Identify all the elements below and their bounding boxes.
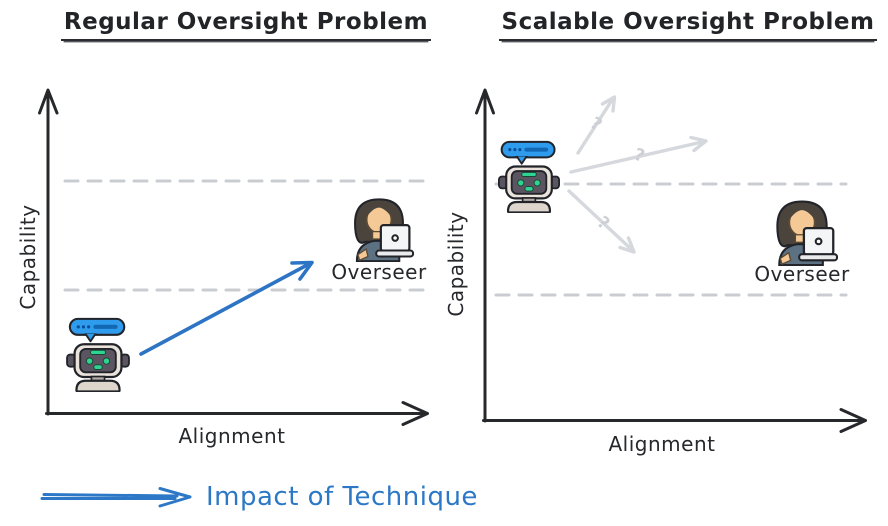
left-panel-title-text: Regular Oversight Problem bbox=[60, 9, 432, 41]
uncertain-arrow-up bbox=[576, 95, 617, 155]
left-threshold-lines bbox=[63, 179, 430, 292]
left-x-axis bbox=[45, 401, 429, 426]
left-overseer-human-icon bbox=[344, 192, 414, 262]
speech-bubble-icon bbox=[500, 140, 556, 165]
right-panel-title: Scalable Oversight Problem bbox=[490, 9, 886, 41]
left-overseer-label: Overseer bbox=[331, 260, 427, 284]
speech-bubble-icon bbox=[68, 317, 126, 343]
uncertain-arrow-down-head-icon bbox=[618, 236, 636, 254]
laptop-icon bbox=[375, 224, 414, 258]
left-panel-title: Regular Oversight Problem bbox=[48, 9, 444, 41]
left-x-axis-arrowhead-icon bbox=[401, 401, 429, 426]
uncertain-arrow-right-head-icon bbox=[689, 135, 708, 153]
left-x-axis-label: Alignment bbox=[178, 424, 286, 448]
uncertain-direction-arrows bbox=[567, 95, 708, 254]
uncertain-arrow-down bbox=[567, 189, 636, 254]
uncertain-arrow-up-head-icon bbox=[600, 95, 617, 113]
right-x-axis-arrowhead-icon bbox=[839, 408, 867, 433]
legend-arrow bbox=[40, 487, 192, 508]
right-x-axis bbox=[482, 408, 867, 433]
right-overseer-label: Overseer bbox=[754, 262, 850, 286]
robot-body bbox=[66, 343, 130, 392]
left-y-axis-arrowhead-icon bbox=[38, 88, 59, 115]
impact-of-technique-arrow bbox=[139, 260, 314, 356]
left-y-axis bbox=[38, 88, 59, 416]
right-x-axis-label: Alignment bbox=[608, 432, 716, 456]
right-y-axis-arrowhead-icon bbox=[475, 88, 495, 115]
right-y-axis bbox=[475, 88, 495, 423]
left-robot-agent-icon bbox=[66, 317, 130, 392]
legend-label: Impact of Technique bbox=[206, 482, 478, 512]
impact-arrowhead-icon bbox=[290, 260, 314, 281]
legend-arrowhead-icon bbox=[158, 487, 192, 508]
laptop-icon bbox=[798, 226, 838, 262]
right-robot-agent-icon bbox=[498, 140, 560, 213]
uncertain-arrow-right bbox=[569, 135, 708, 174]
left-y-axis-label: Capability bbox=[16, 204, 40, 310]
question-mark-up: ? bbox=[586, 113, 605, 135]
robot-body bbox=[498, 165, 560, 213]
right-panel-title-text: Scalable Oversight Problem bbox=[498, 9, 878, 41]
right-overseer-human-icon bbox=[766, 194, 838, 266]
